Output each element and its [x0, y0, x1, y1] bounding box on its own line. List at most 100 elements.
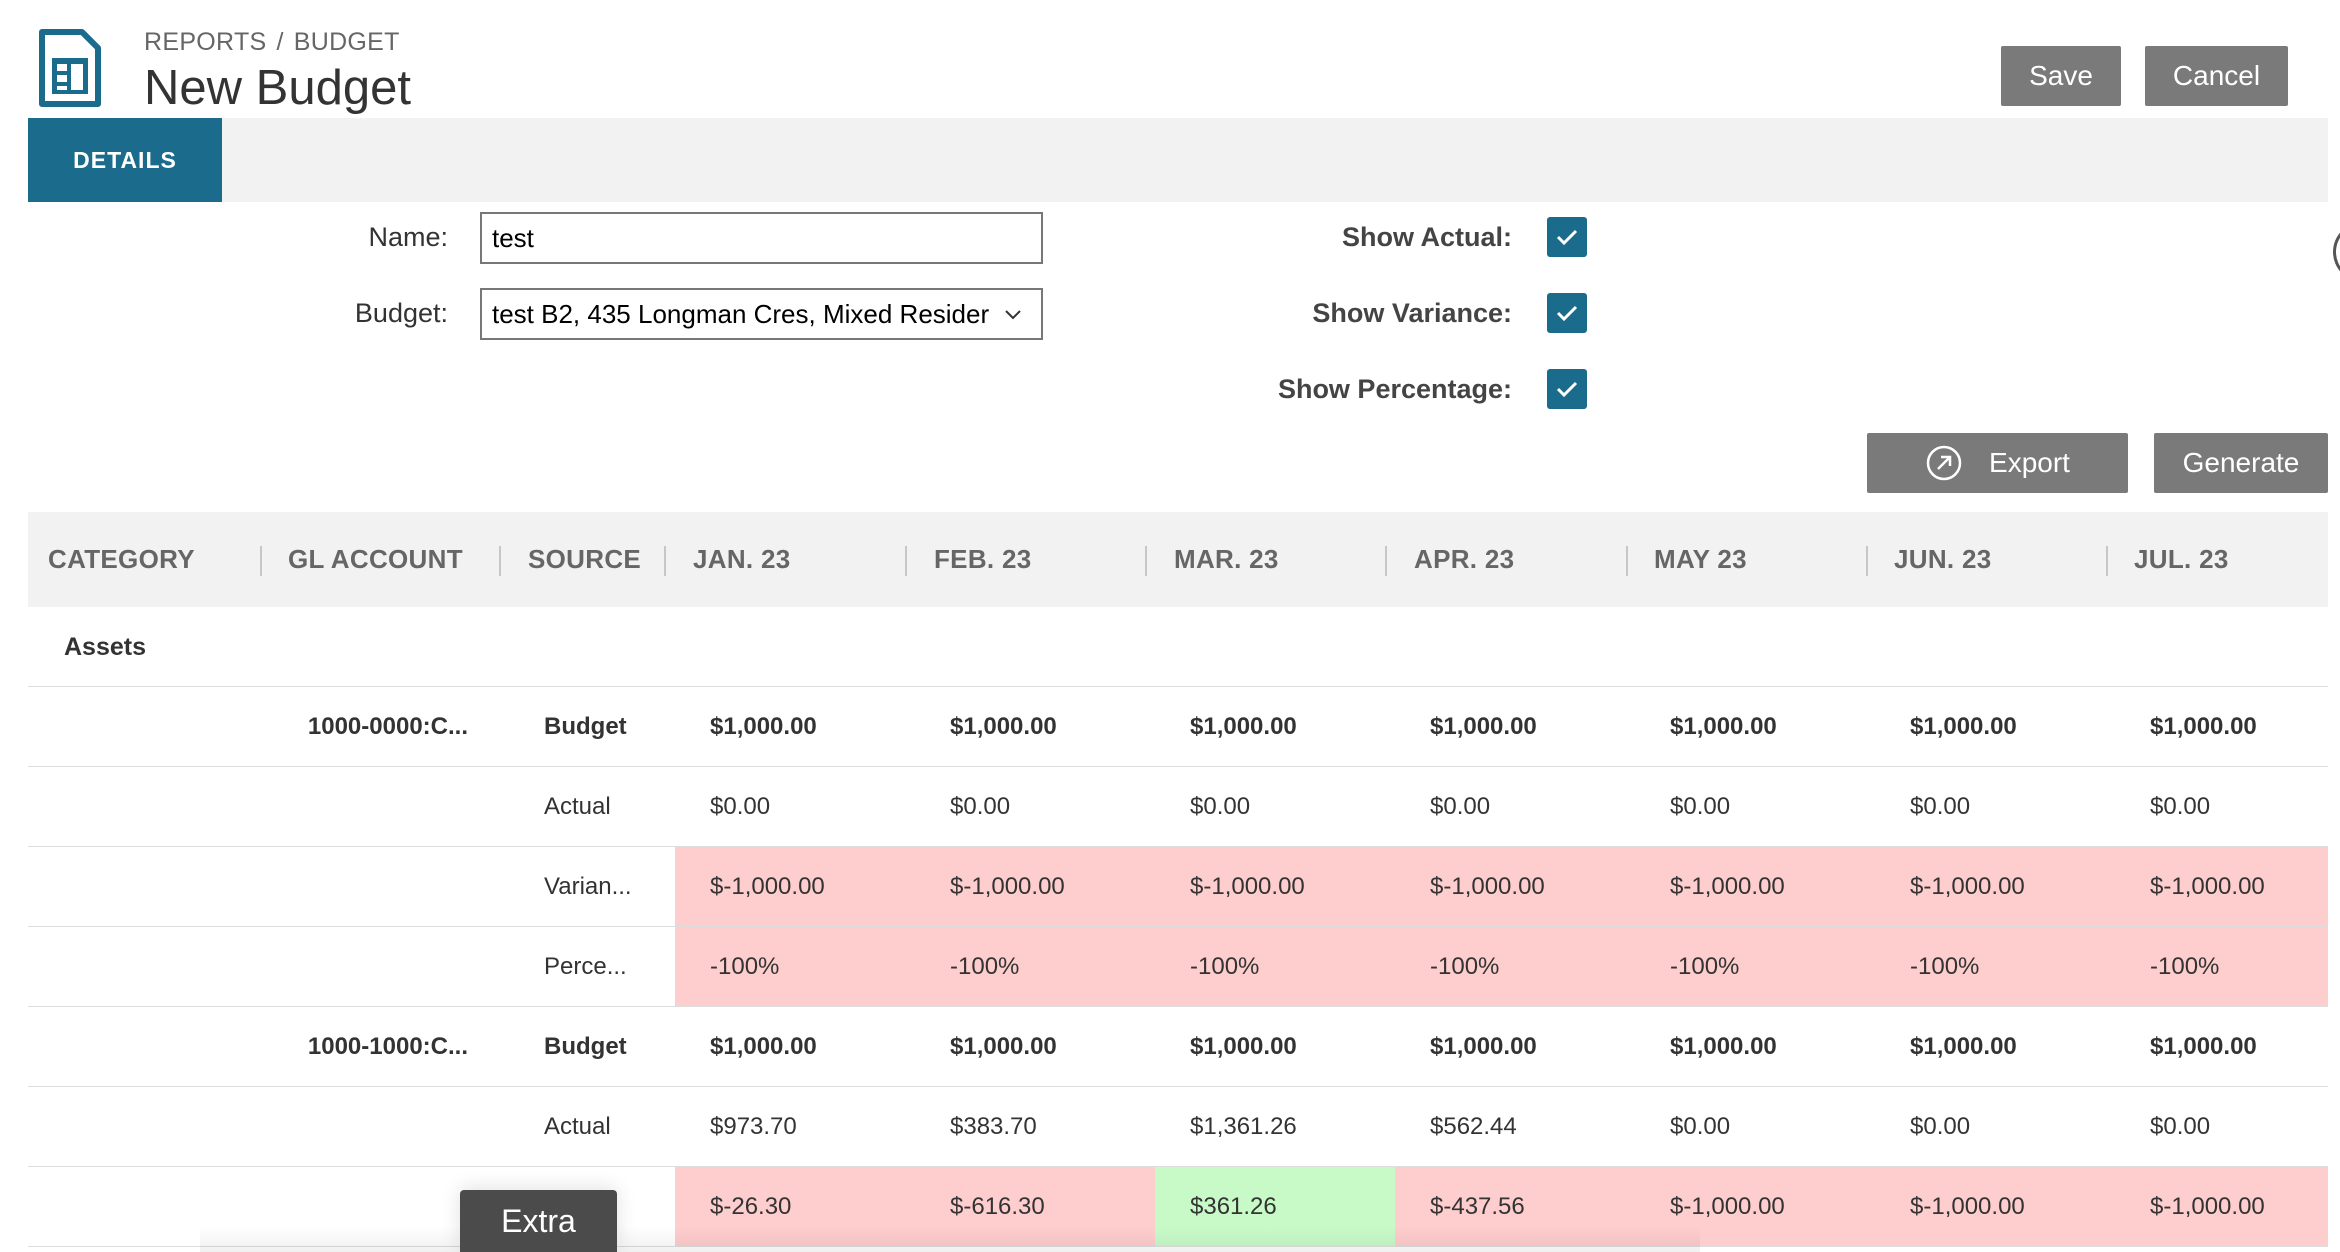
value-cell: $-1,000.00 — [1635, 1167, 1875, 1246]
value-cell: $-1,000.00 — [675, 847, 915, 926]
value-cell: $383.70 — [950, 1112, 1037, 1140]
column-divider — [260, 546, 262, 576]
source-cell: Budget — [544, 1032, 627, 1060]
column-divider — [1385, 546, 1387, 576]
value-cell: $1,000.00 — [2150, 712, 2257, 740]
value-cell: $-26.30 — [675, 1167, 915, 1246]
category-label: Assets — [64, 632, 146, 661]
show-percentage-label: Show Percentage: — [1277, 374, 1512, 404]
export-label: Export — [1989, 447, 2070, 478]
column-header-source[interactable]: SOURCE — [528, 544, 642, 574]
checkmark-icon — [1556, 305, 1578, 322]
column-header-jul[interactable]: JUL. 23 — [2134, 544, 2229, 574]
column-header-gl-account[interactable]: GL ACCOUNT — [288, 544, 463, 574]
value-cell: $1,000.00 — [710, 712, 817, 740]
value-cell: $-1,000.00 — [2115, 847, 2328, 926]
show-actual-label: Show Actual: — [1341, 222, 1512, 252]
budget-select[interactable]: test B2, 435 Longman Cres, Mixed Resider — [480, 288, 1043, 340]
export-arrow-icon — [1926, 445, 1962, 481]
value-cell: $1,000.00 — [1190, 712, 1297, 740]
column-header-mar[interactable]: MAR. 23 — [1174, 544, 1279, 574]
tab-details[interactable]: DETAILS — [28, 118, 222, 202]
breadcrumb-reports[interactable]: REPORTS — [144, 28, 267, 56]
value-cell: $1,000.00 — [1670, 712, 1777, 740]
value-cell: $361.26 — [1155, 1167, 1395, 1246]
column-header-jan[interactable]: JAN. 23 — [693, 544, 791, 574]
gl-account-cell: 1000-0000:C... — [307, 712, 468, 740]
value-cell: $-1,000.00 — [1395, 847, 1635, 926]
value-cell: -100% — [1155, 927, 1395, 1006]
show-variance-checkbox[interactable] — [1547, 293, 1587, 333]
column-header-feb[interactable]: FEB. 23 — [934, 544, 1032, 574]
gl-account-cell — [28, 847, 468, 926]
checkmark-icon — [1556, 229, 1578, 246]
name-label: Name: — [368, 222, 448, 252]
value-cell: -100% — [675, 927, 915, 1006]
bottom-shadow — [200, 1226, 1700, 1252]
value-cell: $0.00 — [2150, 792, 2211, 820]
table-row: Varian... $-1,000.00 $-1,000.00 $-1,000.00 $… — [28, 847, 2328, 927]
breadcrumb-separator: / — [276, 28, 284, 56]
source-cell: Varian... — [544, 872, 632, 900]
budget-label: Budget: — [354, 298, 448, 328]
column-divider — [664, 546, 666, 576]
column-header-may[interactable]: MAY 23 — [1654, 544, 1747, 574]
column-header-apr[interactable]: APR. 23 — [1414, 544, 1515, 574]
value-cell: $1,000.00 — [1910, 712, 2017, 740]
show-actual-checkbox[interactable] — [1547, 217, 1587, 257]
table-body: 1000-0000:C... Budget $1,000.00 $1,000.00 $1… — [28, 687, 2328, 1247]
value-cell: $0.00 — [1430, 792, 1491, 820]
cancel-button[interactable]: Cancel — [2145, 46, 2288, 106]
generate-button[interactable]: Generate — [2154, 433, 2328, 493]
value-cell: $0.00 — [1190, 792, 1251, 820]
value-cell: -100% — [1635, 927, 1875, 1006]
show-variance-label: Show Variance: — [1312, 298, 1512, 328]
value-cell: $0.00 — [710, 792, 771, 820]
value-cell: $1,000.00 — [1910, 1032, 2017, 1060]
extra-tab[interactable]: Extra — [460, 1190, 617, 1252]
value-cell: $-1,000.00 — [1155, 847, 1395, 926]
page-title: New Budget — [144, 61, 411, 115]
export-button[interactable]: Export — [1867, 433, 2128, 493]
table-row: Actual $973.70 $383.70 $1,361.26 $562.44 $0.0… — [28, 1087, 2328, 1167]
column-divider — [499, 546, 501, 576]
column-divider — [1626, 546, 1628, 576]
gl-account-cell: 1000-1000:C... — [307, 1032, 468, 1060]
table-row: 1000-1000:C... Budget $1,000.00 $1,000.00 $1… — [28, 1007, 2328, 1087]
column-divider — [905, 546, 907, 576]
value-cell: $-1,000.00 — [915, 847, 1155, 926]
value-cell: $1,000.00 — [1190, 1032, 1297, 1060]
source-cell: Budget — [544, 712, 627, 740]
column-divider — [2106, 546, 2108, 576]
table-row: Actual $0.00 $0.00 $0.00 $0.00 $0.00 $0.00 $0.0… — [28, 767, 2328, 847]
tab-bar: DETAILS — [28, 118, 2328, 202]
source-cell: Actual — [544, 1112, 611, 1140]
value-cell: $-1,000.00 — [1875, 1167, 2115, 1246]
value-cell: $0.00 — [2150, 1112, 2211, 1140]
save-button[interactable]: Save — [2001, 46, 2121, 106]
budget-select-value: test B2, 435 Longman Cres, Mixed Resider — [492, 298, 990, 329]
value-cell: -100% — [915, 927, 1155, 1006]
budget-table: CATEGORY GL ACCOUNT SOURCE JAN. 23 FEB. … — [28, 512, 2328, 1247]
category-row: Assets — [28, 607, 2328, 687]
table-row: Perce... -100% -100% -100% -100% -100% -100% -1… — [28, 927, 2328, 1007]
side-panel-handle[interactable] — [2333, 222, 2340, 282]
value-cell: $-437.56 — [1395, 1167, 1635, 1246]
value-cell: $0.00 — [1670, 1112, 1731, 1140]
column-header-jun[interactable]: JUN. 23 — [1894, 544, 1992, 574]
value-cell: $0.00 — [1910, 792, 1971, 820]
column-divider — [1145, 546, 1147, 576]
value-cell: -100% — [2115, 927, 2328, 1006]
source-cell: Perce... — [544, 952, 627, 980]
column-divider — [1866, 546, 1868, 576]
value-cell: $562.44 — [1430, 1112, 1517, 1140]
value-cell: $973.70 — [710, 1112, 797, 1140]
value-cell: $-1,000.00 — [2115, 1167, 2328, 1246]
value-cell: -100% — [1395, 927, 1635, 1006]
column-header-category[interactable]: CATEGORY — [48, 544, 195, 574]
breadcrumb-budget[interactable]: BUDGET — [293, 28, 400, 56]
checkmark-icon — [1556, 381, 1578, 398]
table-header: CATEGORY GL ACCOUNT SOURCE JAN. 23 FEB. … — [28, 512, 2328, 607]
show-percentage-checkbox[interactable] — [1547, 369, 1587, 409]
name-field[interactable]: test — [480, 212, 1043, 264]
